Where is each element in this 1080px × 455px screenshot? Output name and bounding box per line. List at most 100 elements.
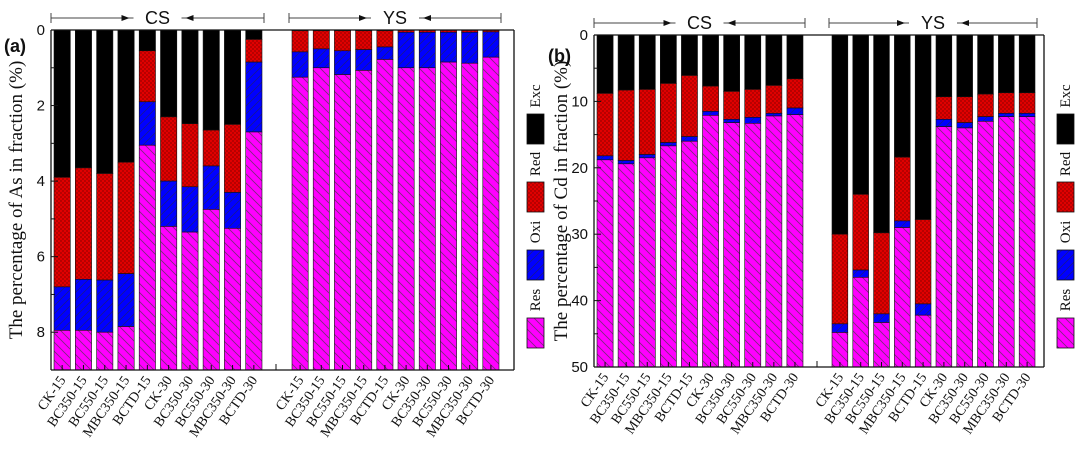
arrow-left-icon [185,15,194,21]
bar-segment-oxi [638,154,656,159]
bar-segment-exc [138,29,156,52]
bar-segment-exc [1018,34,1036,94]
y-tick-label: 0 [37,22,45,39]
bar-segment-exc [224,29,241,125]
bar-group-ys: YSCK-15BC350-15BC550-15MBC350-15BCTD-15C… [273,8,502,440]
bar-ys-ck-15 [831,34,849,368]
legend-item-res: Res [1056,289,1075,349]
bar-ys-bctd-30 [1018,34,1036,368]
legend-swatch-oxi [526,249,545,281]
bar-segment-res [355,70,373,371]
group-label: CS [687,13,712,33]
group-label-bg [371,8,419,28]
bar-segment-oxi [75,279,92,331]
bar-segment-red [53,177,71,288]
bar-cs-mbc350-15 [659,34,677,368]
bar-ys-mbc350-15 [355,29,373,371]
bar-ys-bc550-30 [440,29,457,371]
bar-segment-oxi [659,142,677,147]
bar-segment-res [873,322,890,368]
bar-segment-exc [681,34,698,76]
bar-ys-bctd-15 [376,29,394,371]
bar-segment-red [638,89,656,155]
bar-ys-bc350-15 [852,34,869,368]
bar-ys-bc350-30 [418,29,436,371]
bar-segment-res [894,227,911,368]
bar-segment-oxi [160,180,178,227]
legend-swatch-oxi [1056,249,1075,281]
y-tick-label: 8 [37,324,45,341]
y-tick-label: 50 [571,359,588,376]
bar-segment-oxi [355,49,373,71]
bar-segment-exc [998,34,1015,94]
bar-segment-exc [935,34,953,98]
bar-segment-oxi [873,313,890,323]
bar-segment-red [831,233,849,325]
bar-segment-res [659,145,677,368]
bar-segment-exc [873,34,890,234]
bar-ys-bc350-15 [312,29,330,371]
bar-segment-exc [894,34,911,158]
bar-group-cs: CSCK-15BC350-15BC550-15MBC350-15BCTD-15C… [35,8,265,440]
bar-ys-bc550-30 [977,34,994,368]
bar-segment-res [202,209,220,371]
bar-cs-mbc350-30 [765,34,783,368]
bar-segment-red [224,124,241,193]
y-tick-label: 4 [37,173,45,190]
bar-segment-oxi [376,46,394,60]
bar-segment-res [117,326,135,371]
bar-segment-res [334,74,351,371]
bar-segment-res [312,67,330,371]
bar-segment-oxi [461,31,479,64]
bar-segment-res [397,67,415,371]
bar-cs-bc350-15 [617,34,635,368]
bar-segment-res [977,121,994,368]
legend-swatch-exc [1056,113,1075,145]
bar-segment-res [75,330,92,371]
legend-swatch-exc [526,113,545,145]
bar-segment-res [461,62,479,371]
bar-cs-bc550-15 [638,34,656,368]
bar-segment-red [998,92,1015,114]
bar-ys-mbc350-30 [461,29,479,371]
bar-segment-res [160,226,178,371]
legend-label: Oxi [528,221,544,244]
bar-ys-bctd-15 [914,34,932,368]
bar-segment-res [596,159,614,368]
legend-label: Red [1058,151,1074,176]
bar-segment-red [723,91,740,120]
bar-cs-bc550-15 [96,29,114,371]
legend-label: Exc [528,84,544,108]
bar-segment-oxi [681,136,698,142]
arrow-left-icon [423,15,431,21]
y-tick-label: 10 [571,93,588,110]
legend-label: Res [1058,289,1074,312]
bar-segment-oxi [418,31,436,69]
group-label: YS [383,8,407,28]
y-axis-title: The percentage of Cd in fraction (%) [551,61,572,342]
bar-cs-ck-15 [53,29,71,371]
bar-segment-exc [75,29,92,169]
bar-segment-red [894,156,911,222]
y-tick-label: 6 [37,249,45,266]
bar-segment-oxi [831,323,849,333]
bar-segment-oxi [117,273,135,327]
legend-item-res: Res [526,289,545,349]
bar-segment-exc [181,29,199,124]
bar-segment-oxi [312,48,330,69]
bar-segment-red [245,39,263,63]
bar-segment-res [998,116,1015,368]
bar-segment-res [765,115,783,368]
legend-label: Red [528,151,544,176]
bar-cs-mbc350-15 [117,29,135,371]
bar-segment-oxi [914,303,932,316]
bar-segment-exc [160,29,178,118]
arrow-right-icon [897,20,905,26]
bar-segment-oxi [397,31,415,69]
bar-segment-res [638,157,656,368]
bar-segment-red [873,232,890,315]
bar-segment-oxi [894,220,911,228]
bar-segment-red [596,93,614,157]
arrow-left-icon [727,20,736,26]
bar-segment-res [723,122,740,368]
